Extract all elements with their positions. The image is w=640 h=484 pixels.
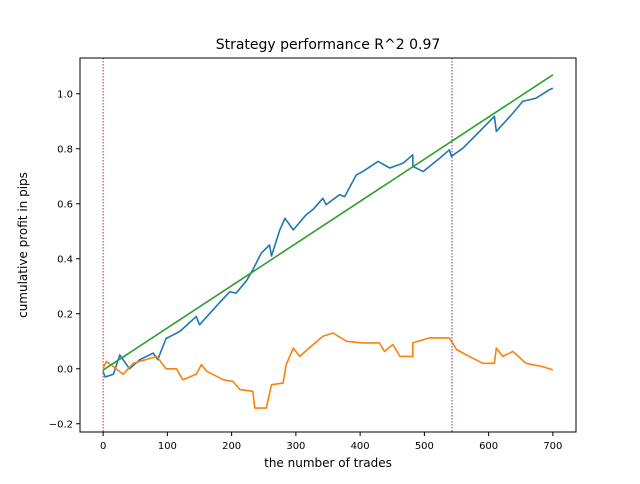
series-line-residual xyxy=(102,332,554,409)
x-tick-label: 100 xyxy=(158,441,177,452)
series-line-linear-fit xyxy=(102,74,554,371)
series-line-cumulative-profit xyxy=(102,87,554,378)
y-tick-label: 0.4 xyxy=(57,254,73,265)
x-tick-label: 0 xyxy=(100,441,106,452)
y-axis-label: cumulative profit in pips xyxy=(16,172,30,318)
x-tick-label: 300 xyxy=(286,441,305,452)
x-tick-label: 700 xyxy=(543,441,562,452)
y-tick-label: 0.0 xyxy=(57,364,73,375)
y-tick-label: 0.6 xyxy=(57,199,73,210)
chart-title: Strategy performance R^2 0.97 xyxy=(216,37,441,53)
x-tick-label: 200 xyxy=(222,441,241,452)
x-axis-label: the number of trades xyxy=(264,456,392,470)
x-tick-label: 500 xyxy=(415,441,434,452)
y-tick-label: 0.8 xyxy=(57,144,73,155)
x-tick-label: 600 xyxy=(479,441,498,452)
y-tick-label: 0.2 xyxy=(57,309,73,320)
y-tick-label: 1.0 xyxy=(57,89,73,100)
plot-area-frame xyxy=(79,57,577,433)
y-tick-label: −0.2 xyxy=(49,419,73,430)
x-tick-label: 400 xyxy=(351,441,370,452)
